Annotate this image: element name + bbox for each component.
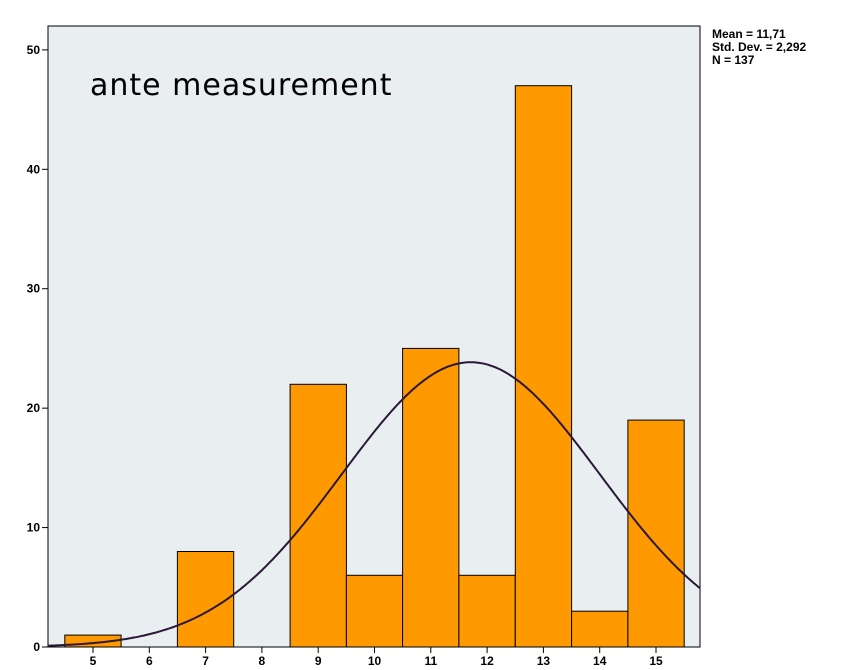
- plot-area: [47, 25, 701, 648]
- stats-std-dev: Std. Dev. = 2,292: [712, 40, 807, 54]
- histogram-bar-7: [176, 551, 235, 648]
- y-tick-label-50: 50: [27, 43, 41, 57]
- x-tick-label-9: 9: [315, 654, 322, 668]
- x-tick-label-13: 13: [537, 654, 551, 668]
- normal-curve: [47, 361, 701, 647]
- x-tick-label-12: 12: [480, 654, 494, 668]
- histogram-bar-11: [402, 347, 460, 648]
- y-tick-label-0: 0: [33, 640, 40, 654]
- bars-layer: [64, 85, 685, 648]
- y-tick-label-10: 10: [27, 521, 41, 535]
- x-tick-label-14: 14: [593, 654, 607, 668]
- x-tick-label-10: 10: [368, 654, 382, 668]
- histogram-bar-14: [571, 610, 629, 648]
- x-tick-label-15: 15: [649, 654, 663, 668]
- x-tick-label-11: 11: [424, 654, 437, 668]
- x-axis: 5 6 7 8 9 10 11 12 13 14 15: [90, 647, 663, 668]
- x-tick-label-5: 5: [90, 654, 97, 668]
- y-tick-label-30: 30: [27, 282, 41, 296]
- stats-box: Mean = 11,71 Std. Dev. = 2,292 N = 137: [712, 28, 806, 67]
- histogram-bar-12: [458, 574, 516, 648]
- x-tick-label-7: 7: [202, 654, 209, 668]
- histogram-bar-9: [289, 383, 347, 648]
- histogram-bar-15: [627, 419, 685, 648]
- stats-n: N = 137: [712, 53, 755, 67]
- x-tick-label-8: 8: [259, 654, 266, 668]
- chart-title: ante measurement: [90, 68, 392, 103]
- y-axis: 0 10 20 30 40 50: [27, 43, 48, 654]
- y-tick-label-20: 20: [27, 401, 41, 415]
- x-tick-label-6: 6: [146, 654, 153, 668]
- histogram-bar-13: [514, 85, 573, 648]
- stats-mean: Mean = 11,71: [712, 27, 786, 41]
- histogram-bar-10: [345, 574, 404, 648]
- y-tick-label-40: 40: [27, 162, 41, 176]
